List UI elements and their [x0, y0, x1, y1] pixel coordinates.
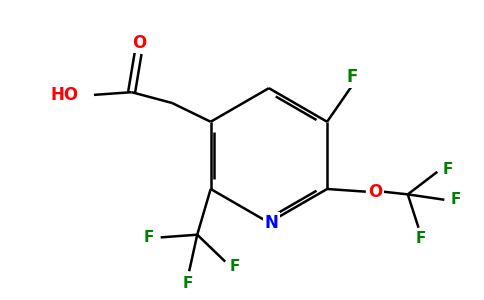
Text: F: F — [443, 162, 454, 177]
Text: F: F — [416, 231, 426, 246]
Text: N: N — [265, 214, 278, 232]
Text: HO: HO — [51, 86, 79, 104]
Text: F: F — [230, 260, 240, 274]
Text: F: F — [347, 68, 358, 86]
Text: F: F — [144, 230, 154, 245]
Text: F: F — [451, 192, 461, 207]
Text: O: O — [368, 183, 383, 201]
Text: F: F — [183, 276, 193, 291]
Text: O: O — [132, 34, 146, 52]
